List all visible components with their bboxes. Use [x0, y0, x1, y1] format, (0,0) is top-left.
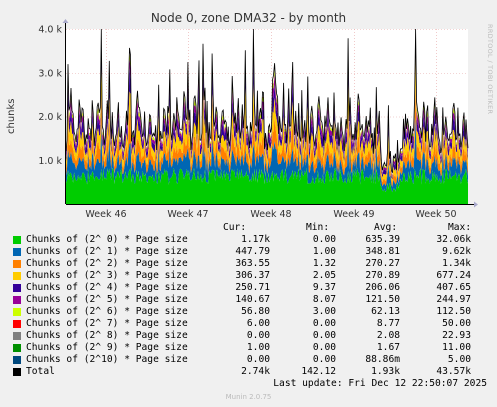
munin-version: Munin 2.0.75	[225, 393, 272, 401]
legend-cur-value: 1.00	[246, 342, 270, 353]
y-tick-label: 3.0 k	[38, 68, 62, 79]
legend-min-value: 9.37	[312, 282, 336, 293]
total-line	[65, 28, 469, 173]
x-tick-label: Week 46	[85, 209, 126, 220]
legend-max-value: 1.34k	[442, 258, 471, 269]
x-tick-label: Week 47	[167, 209, 208, 220]
legend-swatch	[13, 296, 21, 304]
legend-swatch	[13, 248, 21, 256]
legend-swatch	[13, 344, 21, 352]
legend-series-name: Chunks of (2^ 7) * Page size	[26, 318, 188, 329]
legend-max-value: 9.62k	[442, 246, 471, 257]
legend-swatch	[13, 320, 21, 328]
legend-max-value: 407.65	[436, 282, 471, 293]
legend-series-name: Chunks of (2^ 1) * Page size	[26, 246, 188, 257]
legend-swatch	[13, 332, 21, 340]
legend-min-value: 0.00	[312, 234, 336, 245]
legend-avg-value: 270.27	[365, 258, 400, 269]
legend-avg-value: 121.50	[365, 294, 400, 305]
legend-avg-value: 270.89	[365, 270, 400, 281]
area-series-1	[66, 117, 468, 193]
legend-max-value: 11.00	[442, 342, 471, 353]
legend-series-name: Chunks of (2^ 9) * Page size	[26, 342, 188, 353]
header-min: Min:	[306, 222, 330, 233]
y-tick-label: 4.0 k	[38, 25, 62, 36]
legend-cur-value: 2.74k	[241, 366, 270, 377]
legend-avg-value: 1.67	[376, 342, 400, 353]
legend-series-name: Chunks of (2^ 2) * Page size	[26, 258, 188, 269]
legend-max-value: 5.00	[447, 354, 471, 365]
legend-min-value: 3.00	[312, 306, 336, 317]
area-series-3	[66, 49, 468, 184]
legend-avg-value: 8.77	[376, 318, 400, 329]
area-series-5	[66, 29, 468, 178]
legend-cur-value: 447.79	[235, 246, 270, 257]
area-series-2	[66, 85, 468, 188]
legend-avg-value: 1.93k	[371, 366, 400, 377]
legend-cur-value: 6.00	[246, 318, 270, 329]
legend-cur-value: 306.37	[235, 270, 270, 281]
legend-min-value: 0.00	[312, 354, 336, 365]
legend-series-name: Chunks of (2^ 8) * Page size	[26, 330, 188, 341]
area-series-4	[66, 29, 468, 180]
legend-max-value: 244.97	[436, 294, 471, 305]
legend-swatch	[13, 308, 21, 316]
legend-min-value: 2.05	[312, 270, 336, 281]
legend-avg-value: 88.86m	[365, 354, 400, 365]
legend-cur-value: 363.55	[235, 258, 270, 269]
legend-swatch	[13, 368, 21, 376]
header-max: Max:	[448, 222, 472, 233]
legend-avg-value: 206.06	[365, 282, 400, 293]
legend-swatch	[13, 260, 21, 268]
x-tick-label: Week 50	[415, 209, 456, 220]
legend-min-value: 1.00	[312, 246, 336, 257]
legend-min-value: 0.00	[312, 330, 336, 341]
legend-cur-value: 140.67	[235, 294, 270, 305]
x-tick-label: Week 49	[333, 209, 374, 220]
legend-max-value: 43.57k	[436, 366, 471, 377]
y-tick-label: 2.0 k	[38, 112, 62, 123]
legend-cur-value: 1.17k	[241, 234, 270, 245]
legend-avg-value: 635.39	[365, 234, 400, 245]
legend-series-name: Chunks of (2^ 5) * Page size	[26, 294, 188, 305]
legend-max-value: 32.06k	[436, 234, 471, 245]
legend-swatch	[13, 356, 21, 364]
legend-series-name: Chunks of (2^10) * Page size	[26, 354, 188, 365]
x-tick-label: Week 48	[250, 209, 291, 220]
legend-cur-value: 0.00	[246, 330, 270, 341]
legend-series-name: Chunks of (2^ 4) * Page size	[26, 282, 188, 293]
last-update: Last update: Fri Dec 12 22:50:07 2025	[273, 378, 487, 389]
legend-min-value: 8.07	[312, 294, 336, 305]
legend-swatch	[13, 272, 21, 280]
legend-min-value: 0.00	[312, 342, 336, 353]
legend-swatch	[13, 236, 21, 244]
legend-min-value: 1.32	[312, 258, 336, 269]
legend-series-name: Chunks of (2^ 0) * Page size	[26, 234, 188, 245]
legend-avg-value: 62.13	[371, 306, 400, 317]
legend-min-value: 142.12	[301, 366, 336, 377]
legend-cur-value: 250.71	[235, 282, 270, 293]
legend-max-value: 22.93	[442, 330, 471, 341]
legend-series-name: Chunks of (2^ 3) * Page size	[26, 270, 188, 281]
legend-max-value: 112.50	[436, 306, 471, 317]
y-tick-label: 1.0 k	[38, 156, 62, 167]
legend-avg-value: 2.08	[376, 330, 400, 341]
area-series-0	[66, 167, 468, 204]
legend-max-value: 50.00	[442, 318, 471, 329]
legend-series-name: Total	[26, 366, 55, 377]
legend-min-value: 0.00	[312, 318, 336, 329]
chart-title: Node 0, zone DMA32 - by month	[150, 11, 347, 25]
legend-swatch	[13, 284, 21, 292]
y-axis-arrow	[62, 19, 69, 23]
legend-cur-value: 56.80	[241, 306, 270, 317]
legend-series-name: Chunks of (2^ 6) * Page size	[26, 306, 188, 317]
legend-cur-value: 0.00	[246, 354, 270, 365]
legend-max-value: 677.24	[436, 270, 471, 281]
x-axis-arrow	[474, 201, 478, 208]
header-avg: Avg:	[374, 222, 398, 233]
header-cur: Cur:	[223, 222, 247, 233]
legend-avg-value: 348.81	[365, 246, 400, 257]
